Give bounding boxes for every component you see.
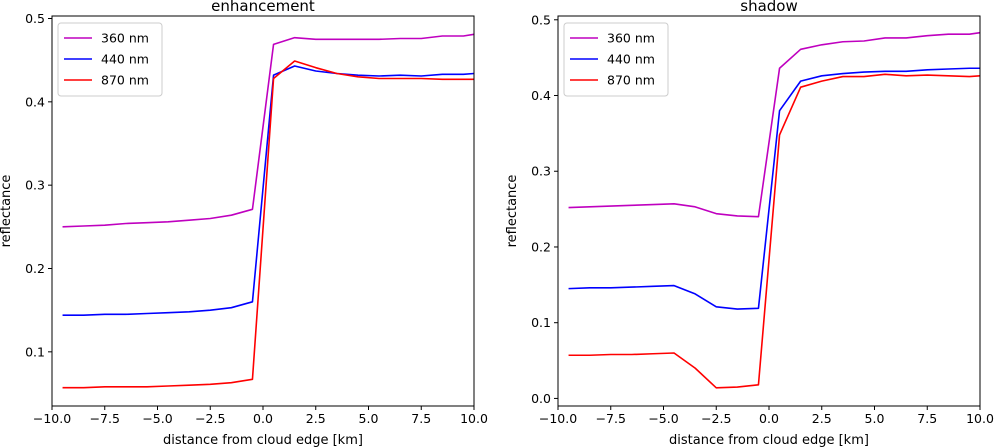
series-line-360-nm (568, 31, 981, 218)
legend: 360 nm 440 nm 870 nm (57, 22, 163, 97)
x-tick-label: 7.5 (411, 411, 431, 426)
legend-entry: 440 nm (607, 52, 655, 67)
series-line-440-nm (62, 65, 475, 316)
y-tick-label: 0.3 (531, 164, 551, 179)
series-line-870-nm (62, 60, 474, 389)
y-tick-label: 0.4 (531, 88, 551, 103)
x-tick-label: 10.0 (460, 411, 488, 426)
series-line-870-nm (568, 73, 981, 389)
x-tick-label: 10.0 (966, 411, 994, 426)
x-tick-label: −2.5 (701, 411, 731, 426)
y-axis-label: reflectance (0, 175, 14, 248)
x-axis-label: distance from cloud edge [km] (669, 433, 869, 448)
legend-frame (57, 22, 163, 97)
x-tick-label: −10.0 (33, 411, 71, 426)
y-tick-label: 0.0 (531, 391, 551, 406)
y-tick-label: 0.2 (25, 261, 45, 276)
y-tick-label: 0.4 (25, 94, 45, 109)
x-tick-label: 2.5 (812, 411, 832, 426)
panel-title: shadow (740, 0, 797, 15)
panel-enhancement: −10.0 −7.5 −5.0 −2.5 0.0 2.5 5.0 7.5 10.0 0.1 0.2 0… (0, 0, 488, 448)
x-axis-label: distance from cloud edge [km] (163, 433, 363, 448)
legend: 360 nm 440 nm 870 nm (563, 22, 669, 97)
x-tick-label: −2.5 (195, 411, 225, 426)
x-tick-label: 0.0 (253, 411, 273, 426)
legend-entry: 360 nm (607, 31, 655, 46)
x-tick-label: −7.5 (90, 411, 120, 426)
x-tick-label: 2.5 (306, 411, 326, 426)
y-tick-label: 0.1 (531, 315, 551, 330)
y-tick-label: 0.2 (531, 239, 551, 254)
y-tick-label: 0.5 (531, 12, 551, 27)
x-tick-label: 0.0 (759, 411, 779, 426)
x-tick-label: 5.0 (359, 411, 379, 426)
x-tick-label: 5.0 (865, 411, 885, 426)
y-tick-label: 0.5 (25, 11, 45, 26)
legend-entry: 360 nm (101, 31, 149, 46)
series-line-360-nm (62, 33, 475, 228)
legend-entry: 870 nm (607, 73, 655, 88)
panel-shadow: −10.0 −7.5 −5.0 −2.5 0.0 2.5 5.0 7.5 10.0 0.0 0.1 0… (505, 0, 994, 448)
x-tick-label: −10.0 (539, 411, 577, 426)
legend-entry: 440 nm (101, 52, 149, 67)
x-tick-label: −7.5 (596, 411, 626, 426)
x-tick-label: −5.0 (142, 411, 172, 426)
panel-title: enhancement (211, 0, 315, 15)
legend-frame (563, 22, 669, 97)
x-tick-label: −5.0 (648, 411, 678, 426)
y-tick-label: 0.3 (25, 178, 45, 193)
x-tick-label: 7.5 (917, 411, 937, 426)
series-line-440-nm (568, 67, 980, 310)
y-tick-label: 0.1 (25, 344, 45, 359)
y-axis-label: reflectance (505, 175, 520, 248)
legend-entry: 870 nm (101, 73, 149, 88)
